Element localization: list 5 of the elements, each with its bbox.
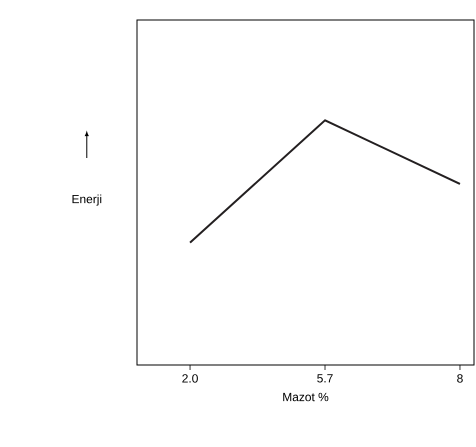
x-tick-label: 8: [457, 374, 463, 383]
x-tick-label: 2.0: [182, 374, 198, 383]
x-axis-title: Mazot %: [283, 392, 328, 402]
x-tick-label: 5.7: [317, 374, 333, 383]
y-axis-title: Enerji: [72, 194, 102, 206]
